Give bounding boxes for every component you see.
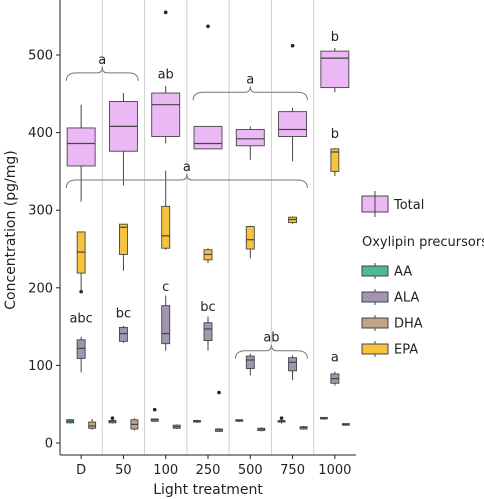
x-tick-label: 500 bbox=[238, 463, 263, 478]
significance-letter: ab bbox=[263, 331, 279, 346]
significance-letter: a bbox=[98, 53, 106, 68]
x-tick-label: 250 bbox=[196, 463, 221, 478]
y-tick-label: 200 bbox=[28, 281, 53, 296]
total-box bbox=[278, 111, 308, 137]
dha-box bbox=[88, 421, 97, 429]
total-box bbox=[151, 92, 181, 137]
total-outlier bbox=[163, 10, 168, 15]
significance-letter: bc bbox=[116, 306, 131, 321]
x-tick-label: 100 bbox=[153, 463, 178, 478]
y-tick-label: 500 bbox=[28, 49, 53, 64]
axis-layer: 0 100 200 300 400 500 D 50 100 250 500 750 1000 bbox=[28, 0, 356, 478]
epa-box bbox=[161, 205, 171, 249]
total-box bbox=[193, 125, 223, 150]
ala-box bbox=[288, 357, 298, 372]
ala-box bbox=[161, 305, 171, 345]
total-box bbox=[235, 129, 265, 147]
y-tick-label: 100 bbox=[28, 359, 53, 374]
significance-letter: a bbox=[331, 351, 339, 366]
legend-label-total: Total bbox=[393, 198, 424, 213]
significance-letter: a bbox=[246, 72, 254, 87]
legend-swatch-ala bbox=[361, 291, 389, 303]
x-tick-label: D bbox=[76, 463, 86, 478]
ala-box bbox=[245, 355, 255, 369]
legend-swatch-epa bbox=[361, 343, 389, 355]
significance-letter: bc bbox=[200, 300, 215, 315]
x-tick-label: 1000 bbox=[318, 463, 351, 478]
legend: Total Oxylipin precursors AA ALA DHA EPA bbox=[361, 191, 484, 358]
significance-brace bbox=[192, 86, 308, 101]
legend-label-ala: ALA bbox=[394, 291, 419, 306]
significance-letter: ab bbox=[158, 67, 174, 82]
x-tick-label: 50 bbox=[115, 463, 132, 478]
significance-letter: abc bbox=[69, 312, 92, 327]
panel-grid bbox=[101, 0, 315, 455]
legend-swatch-aa bbox=[361, 265, 389, 277]
ala-box bbox=[203, 322, 213, 342]
ala-box bbox=[118, 326, 128, 342]
y-tick-label: 0 bbox=[45, 437, 53, 452]
aa-outlier bbox=[279, 416, 284, 420]
significance-letter: c bbox=[162, 280, 169, 295]
ala-box bbox=[76, 339, 86, 359]
x-axis-title: Light treatment bbox=[153, 482, 263, 498]
x-tick-label: 750 bbox=[280, 463, 305, 478]
legend-label-epa: EPA bbox=[394, 343, 418, 358]
box-layer bbox=[66, 10, 350, 433]
aa-outlier bbox=[110, 416, 115, 420]
total-outlier bbox=[290, 43, 295, 48]
epa-box bbox=[118, 223, 128, 255]
y-tick-label: 400 bbox=[28, 126, 53, 141]
total-box bbox=[320, 50, 350, 89]
significance-letter: b bbox=[331, 30, 339, 45]
y-axis-title: Concentration (pg/mg) bbox=[3, 150, 19, 309]
significance-brace bbox=[65, 173, 308, 188]
significance-brace bbox=[65, 66, 139, 81]
aa-outlier bbox=[152, 407, 157, 412]
total-box bbox=[66, 127, 96, 167]
legend-label-dha: DHA bbox=[394, 317, 423, 332]
total-outlier bbox=[206, 24, 210, 29]
epa-box bbox=[245, 226, 255, 250]
dha-outlier bbox=[217, 390, 221, 395]
y-tick-label: 300 bbox=[28, 204, 53, 219]
legend-label-aa: AA bbox=[394, 265, 412, 280]
significance-brace bbox=[234, 344, 308, 359]
significance-letter: b bbox=[331, 127, 339, 142]
legend-precursors-title: Oxylipin precursors bbox=[362, 235, 484, 250]
epa-box bbox=[330, 148, 340, 172]
significance-letter: a bbox=[183, 160, 191, 175]
legend-swatch-dha bbox=[361, 317, 389, 329]
